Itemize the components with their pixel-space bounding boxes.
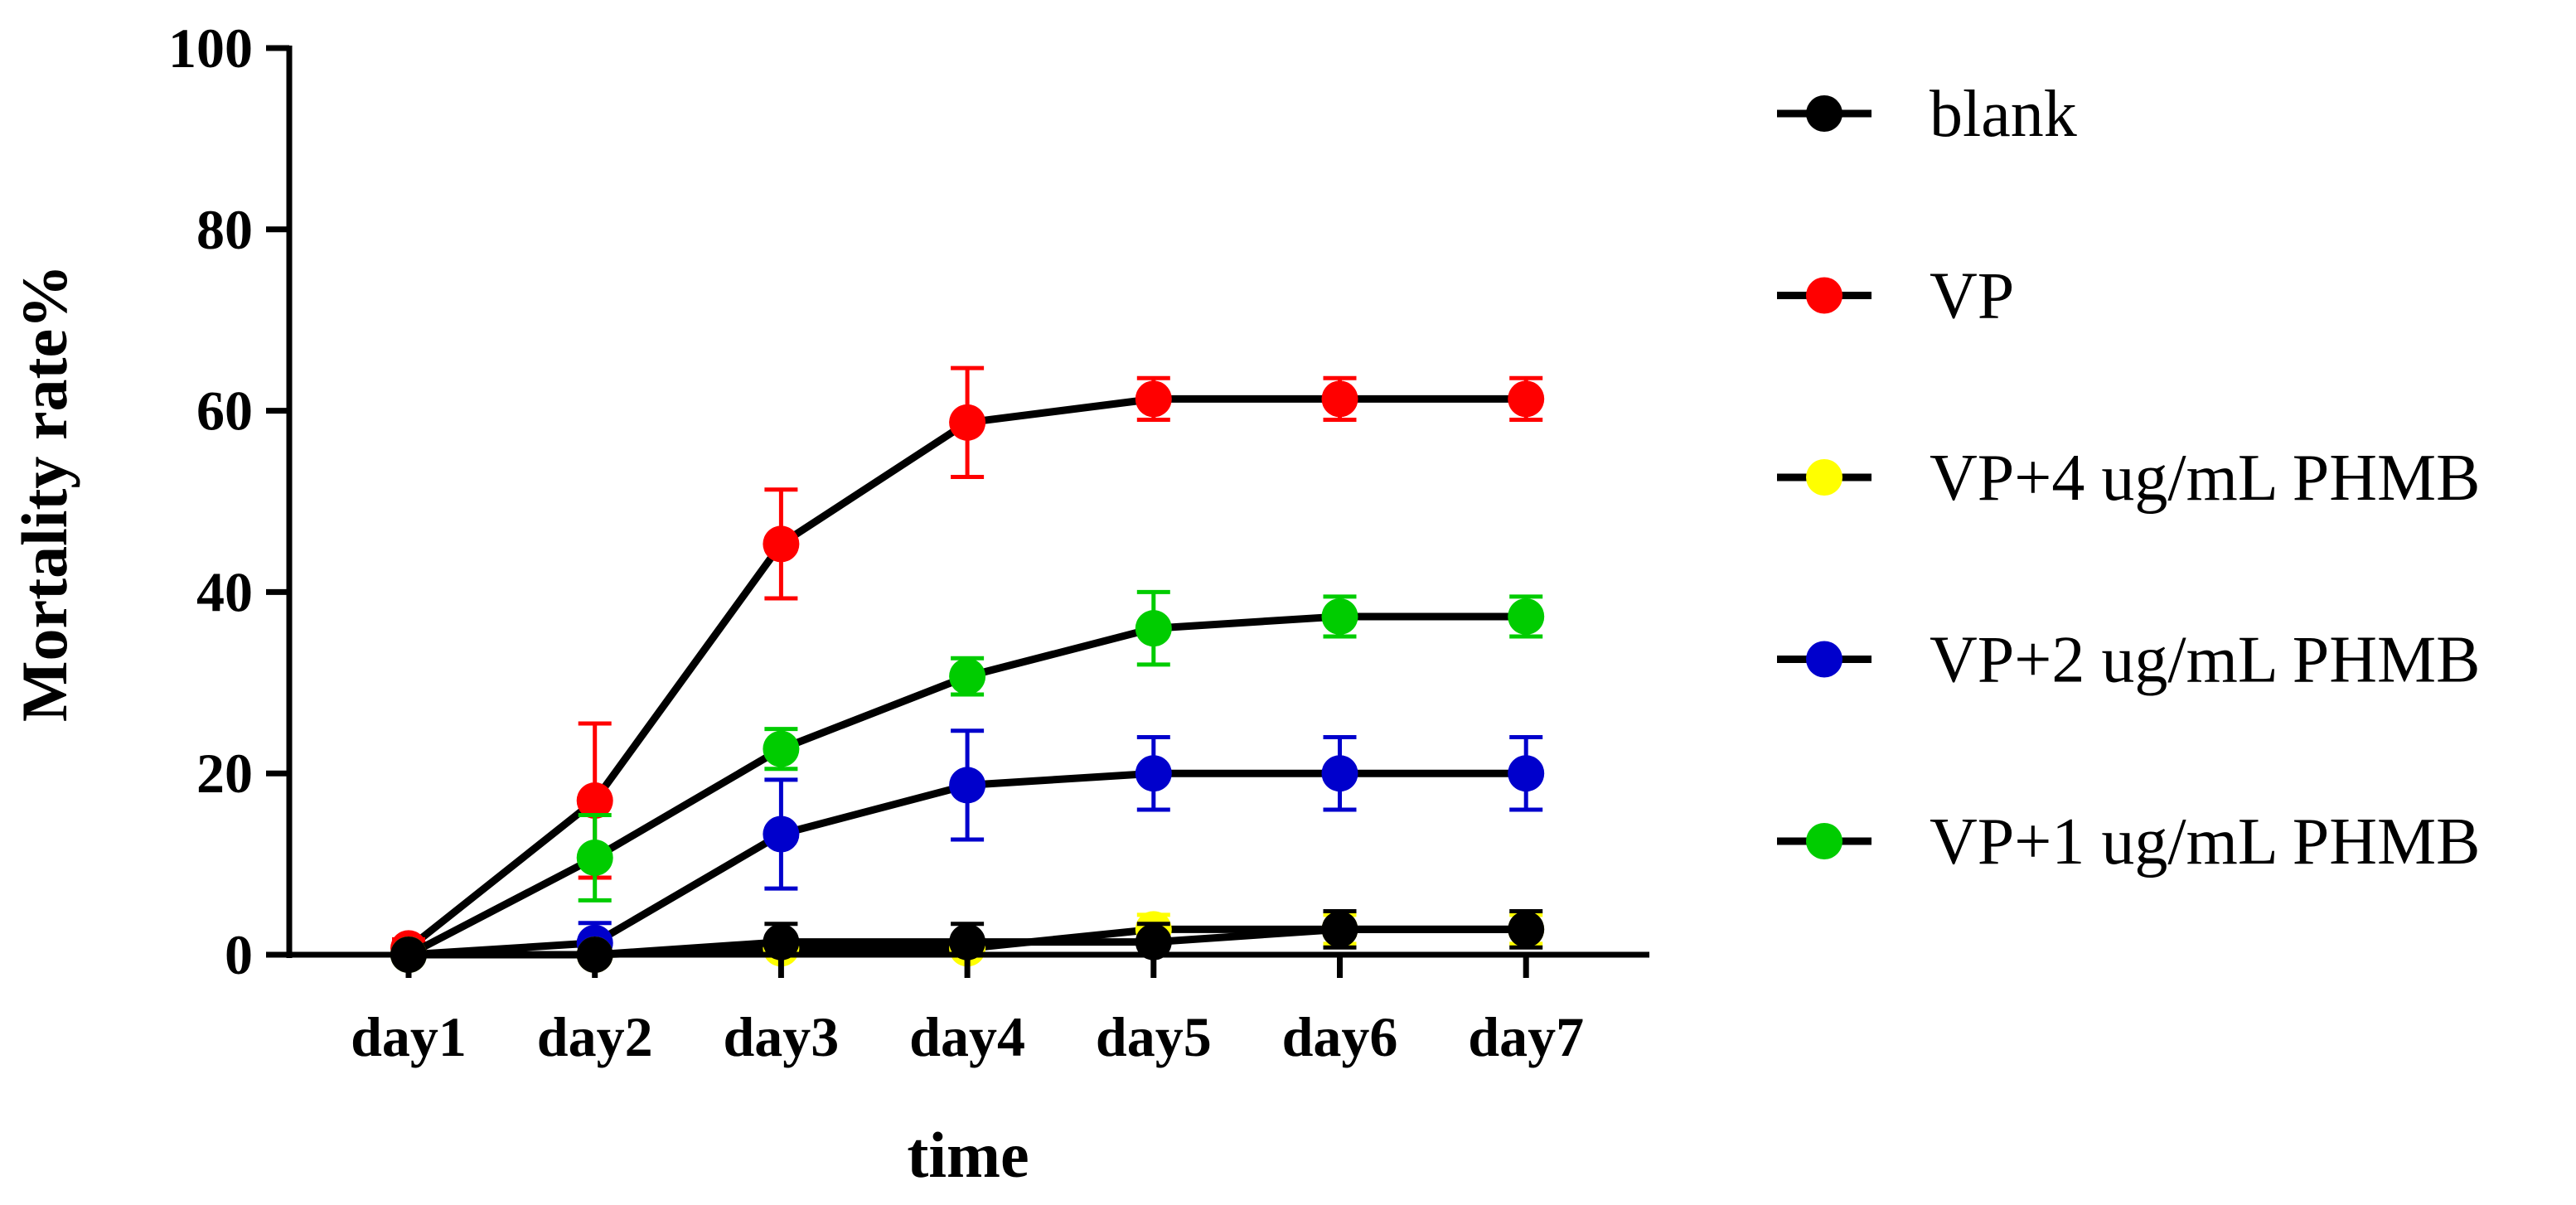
data-point — [949, 658, 986, 695]
data-point — [763, 815, 800, 853]
y-tick-label: 100 — [168, 17, 253, 80]
data-point — [1508, 598, 1545, 635]
axes-layer: 0 20 40 60 80 100 day1 day2 day3 day4 day5 day6 day7 — [168, 17, 1649, 1068]
legend-marker — [1806, 823, 1842, 859]
data-point — [1135, 755, 1172, 792]
x-tick-label: day6 — [1282, 1005, 1398, 1068]
legend-label: VP+4 ug/mL PHMB — [1930, 442, 2481, 515]
y-tick-label: 60 — [196, 380, 253, 443]
y-tick-label: 40 — [196, 560, 253, 623]
data-point — [1321, 380, 1358, 418]
y-tick-label: 80 — [196, 198, 253, 261]
data-point — [576, 839, 613, 876]
x-tick-label: day3 — [723, 1005, 839, 1068]
legend-item: VP — [1777, 260, 2014, 333]
data-point — [1321, 598, 1358, 635]
data-point — [576, 782, 613, 820]
x-tick-label: day5 — [1096, 1005, 1212, 1068]
legend-item: VP+2 ug/mL PHMB — [1777, 624, 2481, 697]
legend-marker — [1806, 459, 1842, 496]
legend-label: blank — [1930, 78, 2077, 151]
data-point — [763, 730, 800, 767]
data-point — [1135, 610, 1172, 647]
data-point — [763, 525, 800, 563]
y-tick-label: 20 — [196, 742, 253, 805]
data-point — [1508, 755, 1545, 792]
x-axis-title: time — [907, 1119, 1029, 1191]
data-point — [1135, 380, 1172, 418]
data-point — [949, 767, 986, 804]
series-blank — [390, 908, 1545, 973]
legend: blank VP VP+4 ug/mL PHMB VP+2 ug/mL PHMB VP+… — [1777, 78, 2481, 878]
legend-label: VP+1 ug/mL PHMB — [1930, 806, 2481, 878]
data-point — [1321, 755, 1358, 792]
data-point — [949, 923, 986, 961]
x-tick-label: day7 — [1468, 1005, 1584, 1068]
x-tick-label: day1 — [351, 1005, 467, 1068]
legend-marker — [1806, 277, 1842, 314]
legend-item: blank — [1777, 78, 2077, 151]
data-point — [1321, 911, 1358, 948]
legend-label: VP — [1930, 260, 2014, 333]
data-point — [1508, 380, 1545, 418]
data-point — [949, 404, 986, 441]
data-point — [1135, 923, 1172, 961]
y-tick-label: 0 — [225, 923, 253, 986]
legend-item: VP+1 ug/mL PHMB — [1777, 806, 2481, 878]
series-layer — [390, 365, 1545, 973]
x-tick-label: day4 — [909, 1005, 1025, 1068]
legend-label: VP+2 ug/mL PHMB — [1930, 624, 2481, 697]
data-point — [763, 923, 800, 961]
data-point — [1508, 911, 1545, 948]
legend-marker — [1806, 95, 1842, 132]
legend-item: VP+4 ug/mL PHMB — [1777, 442, 2481, 515]
y-axis-title: Mortality rate% — [8, 264, 80, 722]
legend-marker — [1806, 641, 1842, 678]
x-tick-label: day2 — [537, 1005, 653, 1068]
